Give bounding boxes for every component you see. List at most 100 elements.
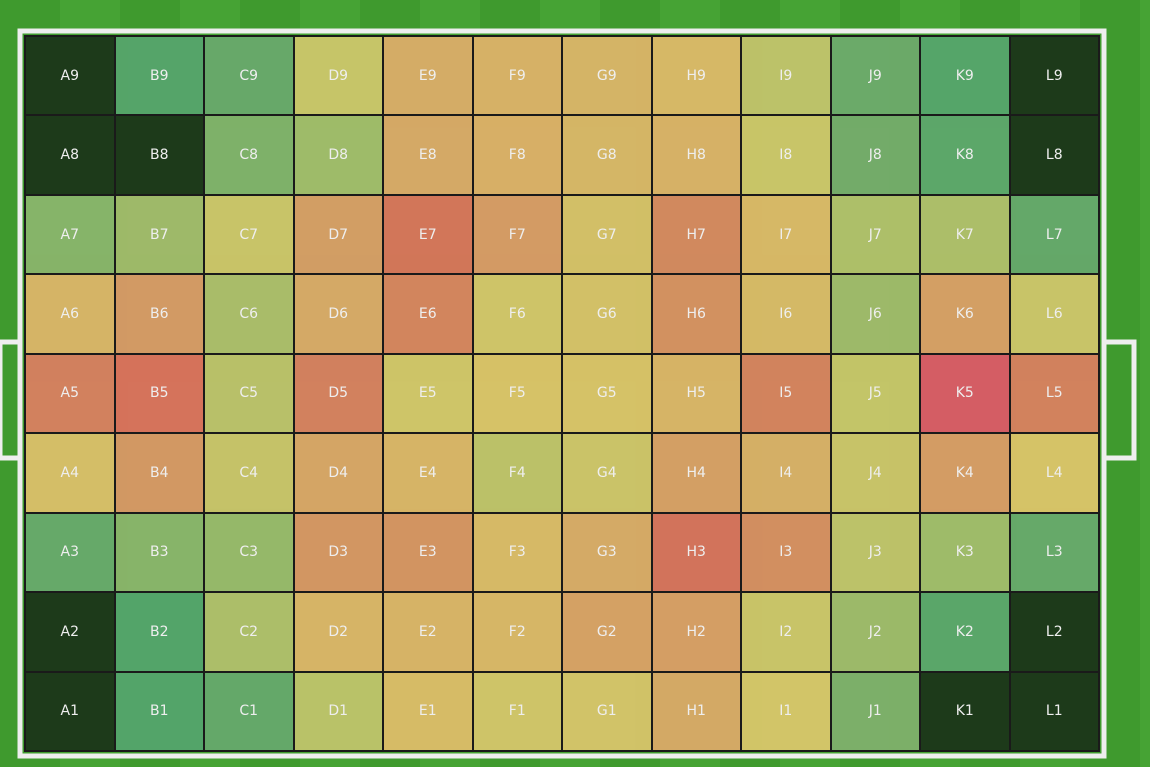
goal-right [1101,339,1137,461]
zone-cell: G2 [563,593,651,671]
zone-cell: E9 [384,37,472,115]
lines [0,28,1137,759]
zone-cell: D9 [294,37,382,115]
zone-cell: K8 [921,116,1009,194]
zone-cell: E3 [384,513,472,592]
zone-cell: I1 [742,672,830,750]
zone-cell: D1 [294,672,382,750]
zone-cell: H5 [652,354,740,433]
zone-cell: L1 [1010,672,1098,750]
zone-cell: I9 [742,37,830,115]
zone-cell: C9 [205,37,293,115]
zone-cell: J7 [831,195,919,274]
zone-cell: K7 [921,195,1009,274]
zone-cell: J3 [831,513,919,592]
zone-cell: E1 [384,672,472,750]
zone-cell: E2 [384,593,472,671]
zone-cell: G8 [563,116,651,194]
zone-cell: B2 [115,593,203,671]
zone-cell: I7 [742,195,830,274]
zone-cell: B5 [115,354,203,433]
zone-cell: L8 [1010,116,1098,194]
zone-cell: I8 [742,116,830,194]
zone-cell: G1 [563,672,651,750]
zone-cell: A2 [26,593,114,671]
zone-cell: G3 [563,513,651,592]
zone-cell: F8 [473,116,561,194]
zone-cell: F2 [473,593,561,671]
zone-cell: K1 [921,672,1009,750]
zone-cell: K9 [921,37,1009,115]
zone-cell: F4 [473,434,561,512]
zone-cell: I4 [742,434,830,512]
zone-cell: I6 [742,275,830,353]
zone-cell: H3 [652,513,740,592]
zone-cell: K6 [921,275,1009,353]
zone-cell: H9 [652,37,740,115]
zone-cell: B7 [115,195,203,274]
zone-cell: I5 [742,354,830,433]
zone-cell: G5 [563,354,651,433]
zone-cell: D5 [294,354,382,433]
zone-cell: J5 [831,354,919,433]
zone-cell: K3 [921,513,1009,592]
zone-cell: J9 [831,37,919,115]
zone-cell: L3 [1010,513,1098,592]
zone-cell: B4 [115,434,203,512]
zone-cell: E5 [384,354,472,433]
zone-cell: C5 [205,354,293,433]
zone-cell: B3 [115,513,203,592]
zone-cell: A5 [26,354,114,433]
zone-cell: G9 [563,37,651,115]
zone-cell: C3 [205,513,293,592]
zone-cell: A4 [26,434,114,512]
zone-cell: H7 [652,195,740,274]
zone-cell: A9 [26,37,114,115]
zone-cell: I3 [742,513,830,592]
zone-cell: L9 [1010,37,1098,115]
zone-cell: G6 [563,275,651,353]
zone-cell: J1 [831,672,919,750]
zone-cell: L2 [1010,593,1098,671]
zone-cell: C8 [205,116,293,194]
zone-cell: D4 [294,434,382,512]
zone-cell: H8 [652,116,740,194]
zone-cell: D2 [294,593,382,671]
zone-cell: H6 [652,275,740,353]
zone-cell: K4 [921,434,1009,512]
zone-cell: L5 [1010,354,1098,433]
zone-cell: C2 [205,593,293,671]
zone-cell: L4 [1010,434,1098,512]
zone-cell: B9 [115,37,203,115]
zone-cell: F3 [473,513,561,592]
zone-cell: E4 [384,434,472,512]
zone-cell: G7 [563,195,651,274]
zone-cell: E8 [384,116,472,194]
zone-cell: C1 [205,672,293,750]
zone-cell: F6 [473,275,561,353]
zone-cell: C4 [205,434,293,512]
zone-cell: G4 [563,434,651,512]
zone-cell: F1 [473,672,561,750]
zone-cell: D7 [294,195,382,274]
zone-cell: D8 [294,116,382,194]
zone-cell: L7 [1010,195,1098,274]
zone-cell: J8 [831,116,919,194]
zone-cell: C7 [205,195,293,274]
zone-cell: K2 [921,593,1009,671]
zone-cell: A6 [26,275,114,353]
zone-cell: B1 [115,672,203,750]
zone-cell: A7 [26,195,114,274]
zone-cell: D3 [294,513,382,592]
zone-cell: H2 [652,593,740,671]
zone-cell: J6 [831,275,919,353]
heatmap-grid: A9 B9 C9 D9 E9 F9 G9 H9 I9 J9 K9 L9 A8 B8 C8 D8 E8 F8 G8 H8… [24,35,1100,752]
zone-cell: A1 [26,672,114,750]
zone-cell: C6 [205,275,293,353]
zone-cell: A3 [26,513,114,592]
goal-left [0,339,23,461]
zone-cell: F7 [473,195,561,274]
zone-cell: J2 [831,593,919,671]
